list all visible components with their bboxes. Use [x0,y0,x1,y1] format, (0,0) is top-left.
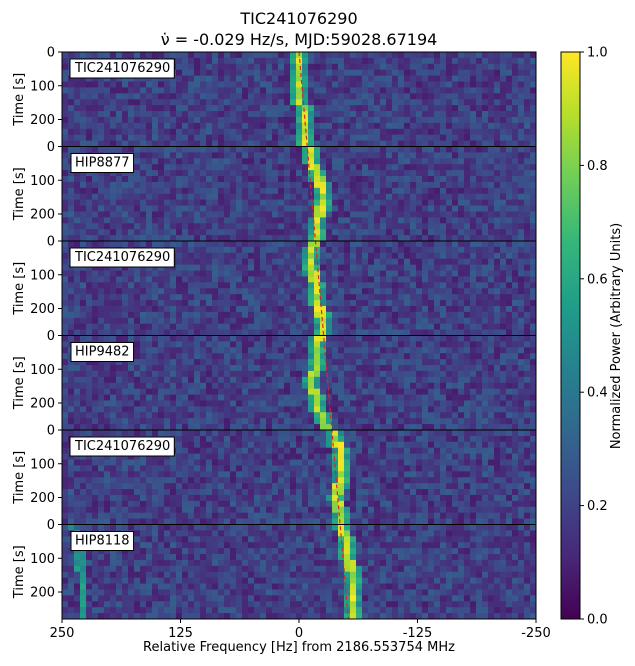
waterfall-heatmap [62,52,536,619]
y-tick-label: 200 [30,113,55,128]
colorbar-tick-label: 0.2 [587,499,608,514]
x-tick-label: 125 [168,626,193,641]
panel-label: HIP8877 [75,156,130,171]
x-tick-label: -125 [403,626,433,641]
y-tick-label: 100 [30,79,55,94]
y-tick-label: 100 [30,268,55,283]
panel-heatmap [62,52,536,147]
panel-label: TIC241076290 [74,61,170,76]
panel-label: TIC241076290 [74,439,170,454]
y-tick-label: 100 [30,552,55,567]
y-tick-label: 0 [47,140,55,155]
panel-heatmap [62,430,536,525]
chart-title: TIC241076290 [239,9,357,28]
colorbar-tick-label: 1.0 [587,46,608,61]
y-axis-label: Time [s] [12,545,27,599]
colorbar [560,51,581,620]
y-axis-label: Time [s] [12,356,27,410]
y-tick-label: 0 [47,235,55,250]
panel-label-box [69,247,175,268]
chart-subtitle: ν̇ = -0.029 Hz/s, MJD:59028.67194 [161,30,438,49]
y-tick-label: 100 [30,457,55,472]
y-tick-label: 0 [47,424,55,439]
y-axis-label: Time [s] [12,262,27,316]
y-tick-label: 0 [47,329,55,344]
panel-labels: TIC241076290 HIP8877 TIC241076290 HIP9482 TI… [69,58,175,551]
panel-label: HIP8118 [75,534,130,549]
y-tick-label: 200 [30,397,55,412]
colorbar-tick-label: 0.0 [587,613,608,628]
colorbar-tick-label: 0.8 [587,159,608,174]
x-tick-label: -250 [521,626,551,641]
y-tick-label: 0 [47,46,55,61]
y-tick-label: 100 [30,363,55,378]
y-tick-label: 200 [30,302,55,317]
panel-label-box [69,58,175,79]
panel-heatmap [62,241,536,336]
y-tick-label: 200 [30,208,55,223]
x-axis-label: Relative Frequency [Hz] from 2186.553754… [143,640,455,655]
panel-label: TIC241076290 [74,250,170,265]
panel-heatmap [62,335,536,431]
colorbar-label: Normalized Power (Arbitrary Units) [609,223,624,449]
x-tick-label: 0 [295,626,303,641]
colorbar-ticks: 0.0 0.2 0.4 0.6 0.8 1.0 [580,46,608,628]
y-tick-label: 0 [47,518,55,533]
panel-heatmap [62,146,536,242]
colorbar-tick-label: 0.4 [587,386,608,401]
panel-label-box [70,153,135,173]
x-axis: 250 125 0 -125 -250 [50,619,551,641]
panel-label-box [70,531,135,551]
y-axis-label: Time [s] [12,167,27,221]
y-tick-label: 200 [30,491,55,506]
y-axis-label: Time [s] [12,451,27,505]
y-axis-label: Time [s] [12,73,27,127]
y-tick-label: 100 [30,174,55,189]
y-tick-label: 200 [30,586,55,601]
panel-label-box [69,436,175,457]
colorbar-tick-label: 0.6 [587,272,608,287]
panel-dividers [62,146,536,525]
panel-label-box [70,342,135,362]
panel-label: HIP9482 [75,345,130,360]
x-tick-label: 250 [50,626,75,641]
